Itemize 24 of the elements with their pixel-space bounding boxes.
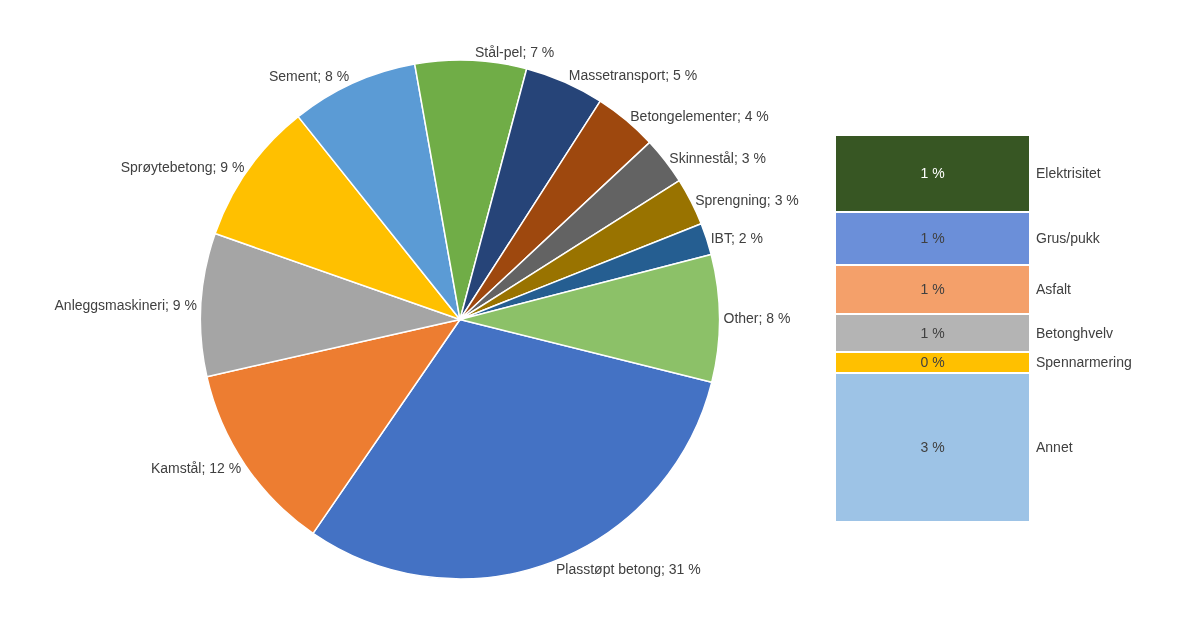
slice-label: Stål-pel; 7 %: [474, 44, 555, 61]
slice-label: Plasstøpt betong; 31 %: [555, 561, 701, 578]
slice-label: Sprøytebetong; 9 %: [120, 158, 245, 175]
series-label: Betonghvelv: [1036, 325, 1114, 341]
data-label: 1 %: [920, 324, 945, 341]
slice-label: Sprengning; 3 %: [695, 192, 799, 209]
slice-label: Anleggsmaskineri; 9 %: [54, 296, 197, 313]
series-label: Asfalt: [1036, 281, 1072, 297]
slice-label: Other; 8 %: [723, 310, 791, 327]
slice-label: Sement; 8 %: [268, 68, 350, 85]
data-label: 1 %: [920, 281, 945, 298]
data-label: 1 %: [920, 230, 945, 247]
data-label: 1 %: [920, 165, 945, 182]
series-label: Annet: [1036, 439, 1073, 455]
series-label: Spennarmering: [1036, 354, 1132, 370]
data-label: 3 %: [920, 439, 945, 456]
slice-label: Kamstål; 12 %: [150, 459, 242, 476]
slice-label: Skinnestål; 3 %: [669, 149, 766, 166]
series-label: Elektrisitet: [1036, 165, 1101, 181]
slice-label: Massetransport; 5 %: [568, 67, 698, 84]
series-label: Grus/pukk: [1036, 230, 1101, 246]
data-label: 0 %: [920, 354, 945, 371]
slice-label: IBT; 2 %: [710, 230, 763, 247]
slice-label: Betongelementer; 4 %: [630, 107, 769, 124]
